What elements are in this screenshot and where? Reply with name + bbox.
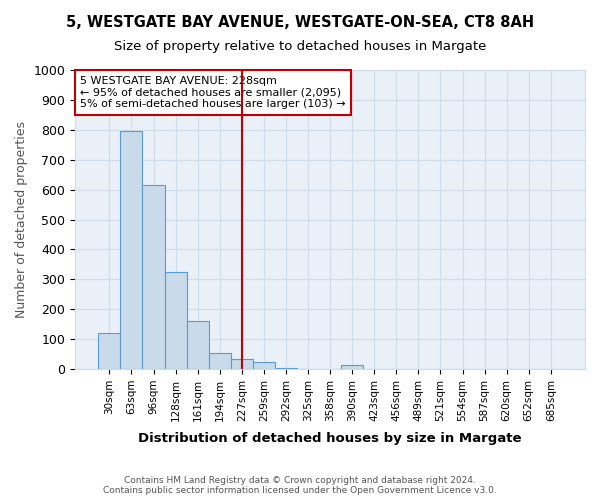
Bar [187, 321, 209, 369]
Text: 5, WESTGATE BAY AVENUE, WESTGATE-ON-SEA, CT8 8AH: 5, WESTGATE BAY AVENUE, WESTGATE-ON-SEA,… [66, 15, 534, 30]
Bar [164, 272, 187, 369]
Bar [341, 364, 363, 369]
Text: Size of property relative to detached houses in Margate: Size of property relative to detached ho… [114, 40, 486, 53]
Text: Contains HM Land Registry data © Crown copyright and database right 2024.
Contai: Contains HM Land Registry data © Crown c… [103, 476, 497, 495]
Bar [275, 368, 297, 369]
Text: 5 WESTGATE BAY AVENUE: 228sqm
← 95% of detached houses are smaller (2,095)
5% of: 5 WESTGATE BAY AVENUE: 228sqm ← 95% of d… [80, 76, 346, 109]
Bar [142, 185, 164, 369]
Y-axis label: Number of detached properties: Number of detached properties [15, 121, 28, 318]
Bar [209, 352, 231, 369]
Bar [121, 132, 142, 369]
Bar [231, 358, 253, 369]
Bar [253, 362, 275, 369]
X-axis label: Distribution of detached houses by size in Margate: Distribution of detached houses by size … [139, 432, 522, 445]
Bar [98, 333, 121, 369]
